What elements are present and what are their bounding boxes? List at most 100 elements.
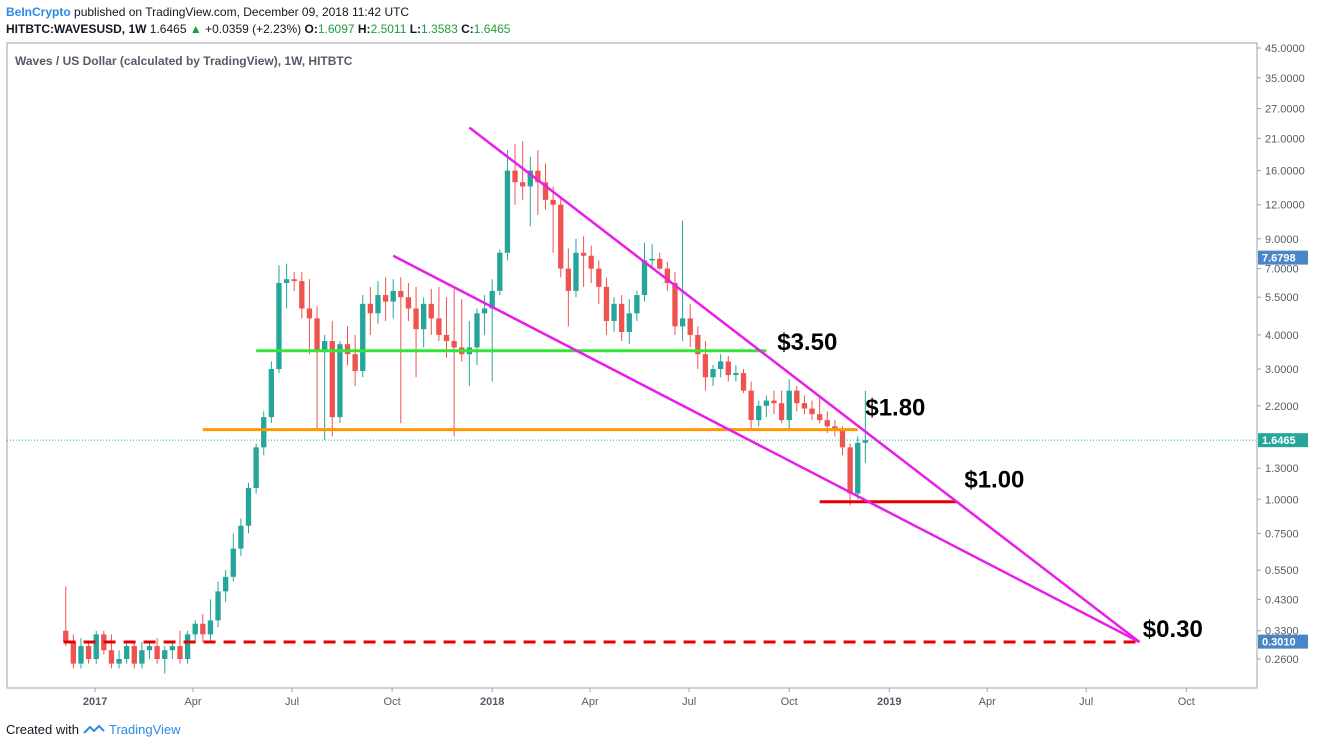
close-value: 1.6465 [473, 22, 511, 36]
wedge-line [392, 254, 1141, 644]
candle-body [558, 204, 564, 269]
price-marker-label: 0.3010 [1262, 637, 1296, 649]
candle [527, 156, 533, 227]
candle [763, 395, 770, 418]
y-tick-label: 1.0000 [1265, 494, 1299, 506]
level-label: $1.80 [865, 395, 925, 422]
y-tick-label: 0.5500 [1265, 565, 1299, 577]
candle-body [169, 646, 176, 651]
candle-body [177, 646, 183, 659]
x-tick-label: 2018 [480, 696, 504, 708]
x-tick-label: Jul [682, 696, 696, 708]
candle [337, 341, 343, 424]
candle-body [283, 279, 290, 283]
candle-body [268, 369, 275, 418]
candle [283, 263, 290, 309]
close-label: C: [461, 22, 474, 36]
candle-body [200, 623, 206, 635]
footer: Created with TradingView [6, 722, 181, 737]
candle-body [85, 646, 92, 659]
candle-body [611, 303, 617, 321]
candle-body [63, 630, 69, 643]
candle-body [413, 308, 419, 330]
candle-body [238, 525, 244, 549]
candle [596, 260, 602, 304]
price-marker-box [1258, 634, 1308, 649]
candle [367, 286, 374, 335]
x-tick-label: Apr [582, 696, 599, 708]
candle-body [451, 341, 457, 348]
tradingview-brand[interactable]: TradingView [108, 722, 181, 737]
candle [573, 238, 579, 298]
candle [421, 297, 427, 348]
price-marker-label: 1.6465 [1262, 435, 1296, 447]
candle [816, 395, 823, 424]
candle [85, 642, 92, 664]
y-tick-label: 16.0000 [1265, 166, 1305, 178]
candle [497, 249, 503, 296]
low-value: 1.3583 [421, 22, 458, 36]
candle [162, 646, 168, 674]
candle [603, 277, 610, 335]
candle [146, 642, 153, 659]
candle [733, 365, 739, 382]
candle [215, 581, 221, 628]
candle-body [253, 447, 259, 488]
candle [801, 395, 808, 415]
candle [322, 334, 328, 440]
candle [230, 533, 236, 582]
candle [413, 286, 419, 378]
candle [78, 638, 84, 669]
candle-body [162, 650, 168, 659]
candle [771, 390, 777, 415]
candle-body [390, 290, 396, 302]
candle-body [131, 646, 137, 664]
candle-body [93, 634, 99, 659]
publisher-name[interactable]: BeInCrypto [6, 5, 71, 19]
candle-body [710, 369, 716, 378]
candle [139, 642, 145, 669]
candle [687, 303, 693, 348]
level-label: $3.50 [777, 329, 837, 356]
level-label: $0.30 [1143, 616, 1203, 643]
candle [725, 355, 731, 382]
symbol-label[interactable]: HITBTC:WAVESUSD, 1W [6, 22, 147, 36]
created-with-label: Created with [6, 722, 79, 737]
candle [679, 220, 686, 342]
candle-body [657, 258, 663, 269]
candle-body [352, 354, 358, 372]
candle-body [337, 344, 343, 418]
x-tick-label: Jul [1079, 696, 1093, 708]
candle-body [695, 334, 701, 355]
symbol-line: HITBTC:WAVESUSD, 1W 1.6465 ▲ +0.0359 (+2… [6, 21, 510, 38]
candle-body [809, 408, 815, 415]
candle-body [512, 170, 518, 183]
x-tick-label: 2019 [877, 696, 901, 708]
candle-body [573, 252, 579, 291]
candle-body [588, 255, 594, 269]
y-tick-label: 7.0000 [1265, 264, 1299, 276]
candle [855, 436, 861, 500]
candle [794, 386, 800, 412]
candle-body [261, 417, 267, 448]
candle-body [839, 429, 846, 448]
candle [786, 379, 792, 430]
candle-body [535, 170, 541, 183]
candle-body [184, 634, 191, 659]
candle [184, 630, 191, 664]
x-tick-label: Oct [1178, 696, 1195, 708]
candle-body [230, 548, 236, 577]
candle [382, 277, 389, 321]
candle-body [794, 390, 800, 404]
candle-body [367, 303, 374, 314]
candle-body [398, 290, 404, 298]
candle [306, 279, 313, 355]
candle [474, 308, 480, 366]
candle-body [847, 447, 853, 494]
open-value: 1.6097 [317, 22, 355, 36]
candle-body [687, 318, 693, 335]
wedge-layer [392, 126, 1141, 644]
x-tick-label: Oct [384, 696, 401, 708]
candle-body [748, 390, 754, 421]
